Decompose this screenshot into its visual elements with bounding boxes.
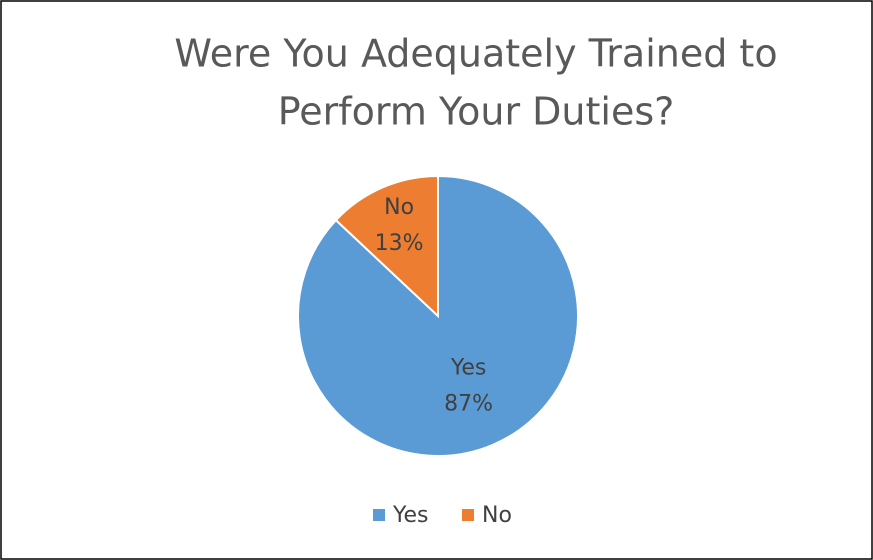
- data-label-value: 87%: [444, 392, 493, 417]
- legend-swatch: [373, 509, 385, 521]
- legend-label: Yes: [392, 503, 429, 528]
- data-label-value: 13%: [375, 231, 424, 256]
- legend-label: No: [482, 503, 512, 528]
- legend-swatch: [462, 509, 474, 521]
- data-label-category: No: [384, 195, 414, 220]
- chart-title: Perform Your Duties?: [278, 90, 675, 134]
- data-label-category: Yes: [450, 356, 487, 381]
- chart-title: Were You Adequately Trained to: [174, 32, 777, 76]
- pie-slice: [334, 174, 439, 319]
